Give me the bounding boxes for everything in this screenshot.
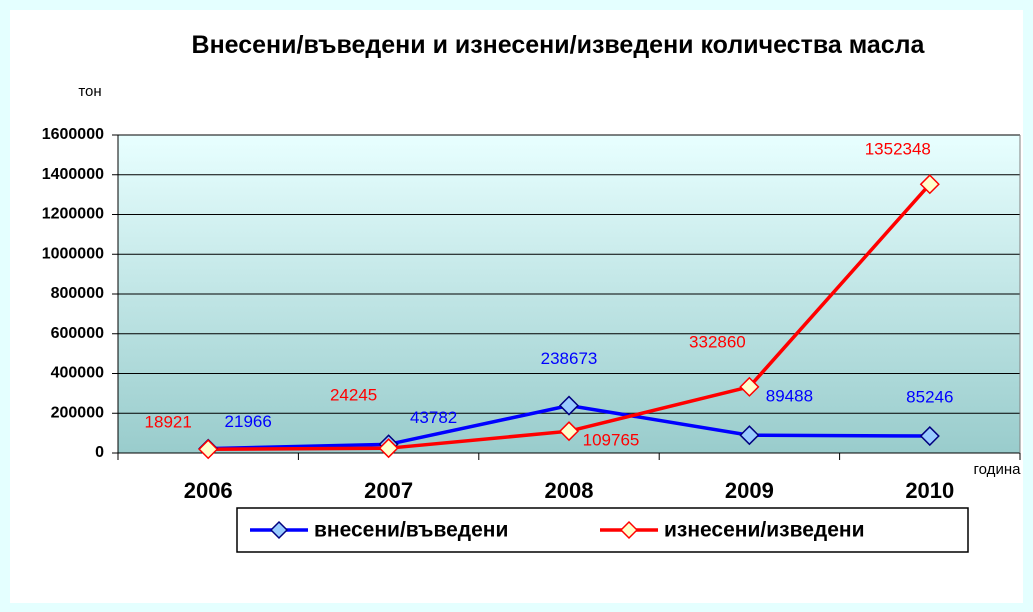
data-label: 18921 xyxy=(145,413,192,432)
x-tick-label: 2009 xyxy=(725,478,774,503)
marker xyxy=(558,421,580,442)
marker xyxy=(558,395,580,416)
marker xyxy=(739,425,760,446)
legend-marker xyxy=(269,520,289,540)
marker xyxy=(919,174,940,195)
x-tick-label: 2007 xyxy=(364,478,413,503)
data-label: 1352348 xyxy=(865,140,931,159)
data-label: 85246 xyxy=(906,388,953,407)
data-label: 21966 xyxy=(225,412,272,431)
y-tick-label: 1200000 xyxy=(42,206,104,223)
data-label: 109765 xyxy=(583,431,640,450)
marker xyxy=(198,439,219,460)
data-label: 332860 xyxy=(689,332,746,351)
y-tick-label: 800000 xyxy=(51,285,104,302)
y-tick-label: 0 xyxy=(95,444,104,461)
data-label: 43782 xyxy=(410,408,457,427)
x-tick-label: 2006 xyxy=(184,478,233,503)
y-tick-label: 1600000 xyxy=(42,126,104,143)
x-tick-label: 2010 xyxy=(905,478,954,503)
chart-title: Внесени/въведени и изнесени/изведени кол… xyxy=(191,31,925,59)
marker xyxy=(919,425,940,447)
x-axis-label: година xyxy=(974,461,1022,478)
marker xyxy=(378,438,399,459)
y-tick-label: 1000000 xyxy=(42,245,104,262)
data-label: 24245 xyxy=(330,386,377,405)
legend xyxy=(236,507,969,553)
legend-label: изнесени/изведени xyxy=(664,519,864,542)
x-tick-label: 2008 xyxy=(545,478,594,503)
y-tick-label: 1400000 xyxy=(42,166,104,183)
marker xyxy=(739,376,760,397)
data-label: 238673 xyxy=(541,349,598,368)
y-tick-label: 600000 xyxy=(51,325,104,342)
legend-marker xyxy=(619,520,639,540)
legend-label: внесени/въведени xyxy=(314,519,508,542)
y-tick-label: 400000 xyxy=(51,365,104,382)
y-axis-label: тон xyxy=(78,83,101,100)
data-label: 89488 xyxy=(766,387,813,406)
y-tick-label: 200000 xyxy=(51,404,104,421)
